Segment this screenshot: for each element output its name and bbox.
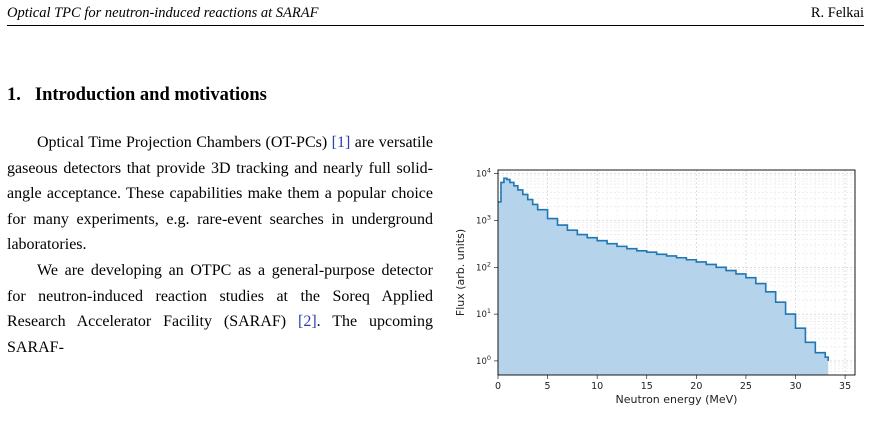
running-header: Optical TPC for neutron-induced reaction… [7,3,864,26]
x-tick-label: 15 [641,381,653,392]
paragraph-1-text-a: Optical Time Projection Chambers (OT-PCs… [37,134,332,151]
header-title: Optical TPC for neutron-induced reaction… [7,5,319,21]
y-axis-ticks: 100 101 102 103 104 [476,167,498,367]
paragraph-1: Optical Time Projection Chambers (OT-PCs… [7,130,433,258]
section-title: Introduction and motivations [34,85,267,105]
x-tick-label: 25 [740,381,752,392]
x-axis-ticks: 0 5 10 15 20 25 30 35 [495,375,851,392]
section-number: 1. [7,85,21,105]
x-tick-label: 10 [591,381,603,392]
section-heading: 1. Introduction and motivations [7,85,267,106]
neutron-flux-chart: 0 5 10 15 20 25 30 35 100 101 102 103 104 Neutron e… [454,167,856,406]
y-tick-label: 102 [476,260,491,273]
x-tick-label: 35 [839,381,851,392]
body-text: Optical Time Projection Chambers (OT-PCs… [7,130,433,360]
x-axis-label: Neutron energy (MeV) [616,393,738,406]
y-tick-label: 101 [476,307,491,320]
citation-link-1[interactable]: [1] [331,134,351,151]
x-tick-label: 0 [495,381,501,392]
x-tick-label: 5 [545,381,551,392]
citation-link-2[interactable]: [2] [298,313,317,331]
paragraph-1-text-b: are versatile gaseous detectors that pro… [7,134,433,254]
paragraph-2: We are developing an OTPC as a general-p… [7,258,433,360]
y-axis-label: Flux (arb. units) [454,229,467,316]
flux-series-line [498,177,830,361]
header-author: R. Felkai [810,5,864,21]
plot-frame [497,169,856,376]
paragraph-2-text-b: . The upcoming SARAF- [7,313,433,356]
y-tick-label: 100 [476,354,491,367]
x-tick-label: 20 [690,381,702,392]
y-tick-label: 104 [476,167,491,180]
paragraph-2-text-a: We are developing an OTPC as a general-p… [7,261,433,331]
x-tick-label: 30 [789,381,801,392]
y-tick-label: 103 [476,214,491,227]
flux-area-fill [498,178,829,375]
